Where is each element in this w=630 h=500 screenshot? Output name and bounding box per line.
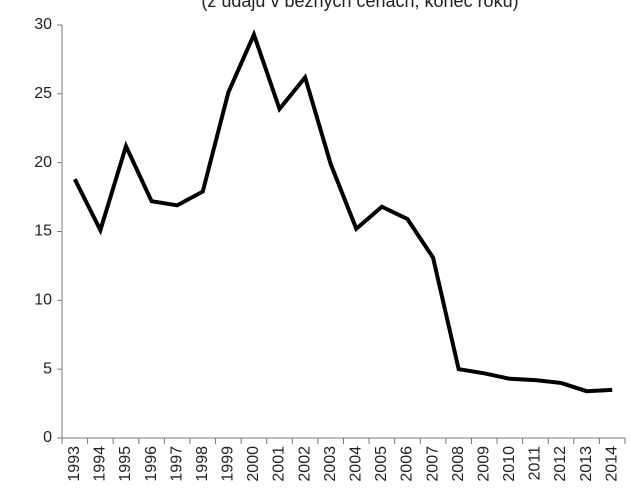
x-tick-label: 2000: [245, 446, 262, 482]
x-tick-label: 2014: [603, 446, 620, 482]
x-tick-label: 1993: [66, 446, 83, 482]
y-tick-label: 30: [34, 16, 52, 33]
x-tick-label: 1999: [220, 446, 237, 482]
y-tick-label: 10: [34, 292, 52, 309]
x-tick-label: 2004: [348, 446, 365, 482]
chart-subtitle: (z údajů v běžných cenách, konec roku): [201, 0, 518, 11]
x-tick-label: 2001: [271, 446, 288, 482]
x-tick-label: 2006: [399, 446, 416, 482]
x-tick-label: 2005: [373, 446, 390, 482]
x-tick-label: 2002: [296, 446, 313, 482]
y-tick-label: 20: [34, 154, 52, 171]
x-tick-label: 1995: [117, 446, 134, 482]
y-tick-label: 0: [43, 429, 52, 446]
line-series: [73, 29, 613, 394]
x-tick-label: 2010: [501, 446, 518, 482]
x-tick-label: 1994: [92, 446, 109, 482]
x-tick-label: 2013: [578, 446, 595, 482]
y-tick-label: 25: [34, 85, 52, 102]
y-tick-label: 15: [34, 223, 52, 240]
x-tick-label: 2012: [552, 446, 569, 482]
x-tick-label: 2011: [527, 446, 544, 481]
x-tick-label: 1998: [194, 446, 211, 482]
x-tick-label: 2007: [424, 446, 441, 482]
x-tick-label: 2003: [322, 446, 339, 482]
x-tick-label: 2008: [450, 446, 467, 482]
x-tick-label: 2009: [475, 446, 492, 482]
x-tick-label: 1997: [168, 446, 185, 482]
y-tick-label: 5: [43, 360, 52, 377]
x-tick-label: 1996: [143, 446, 160, 482]
